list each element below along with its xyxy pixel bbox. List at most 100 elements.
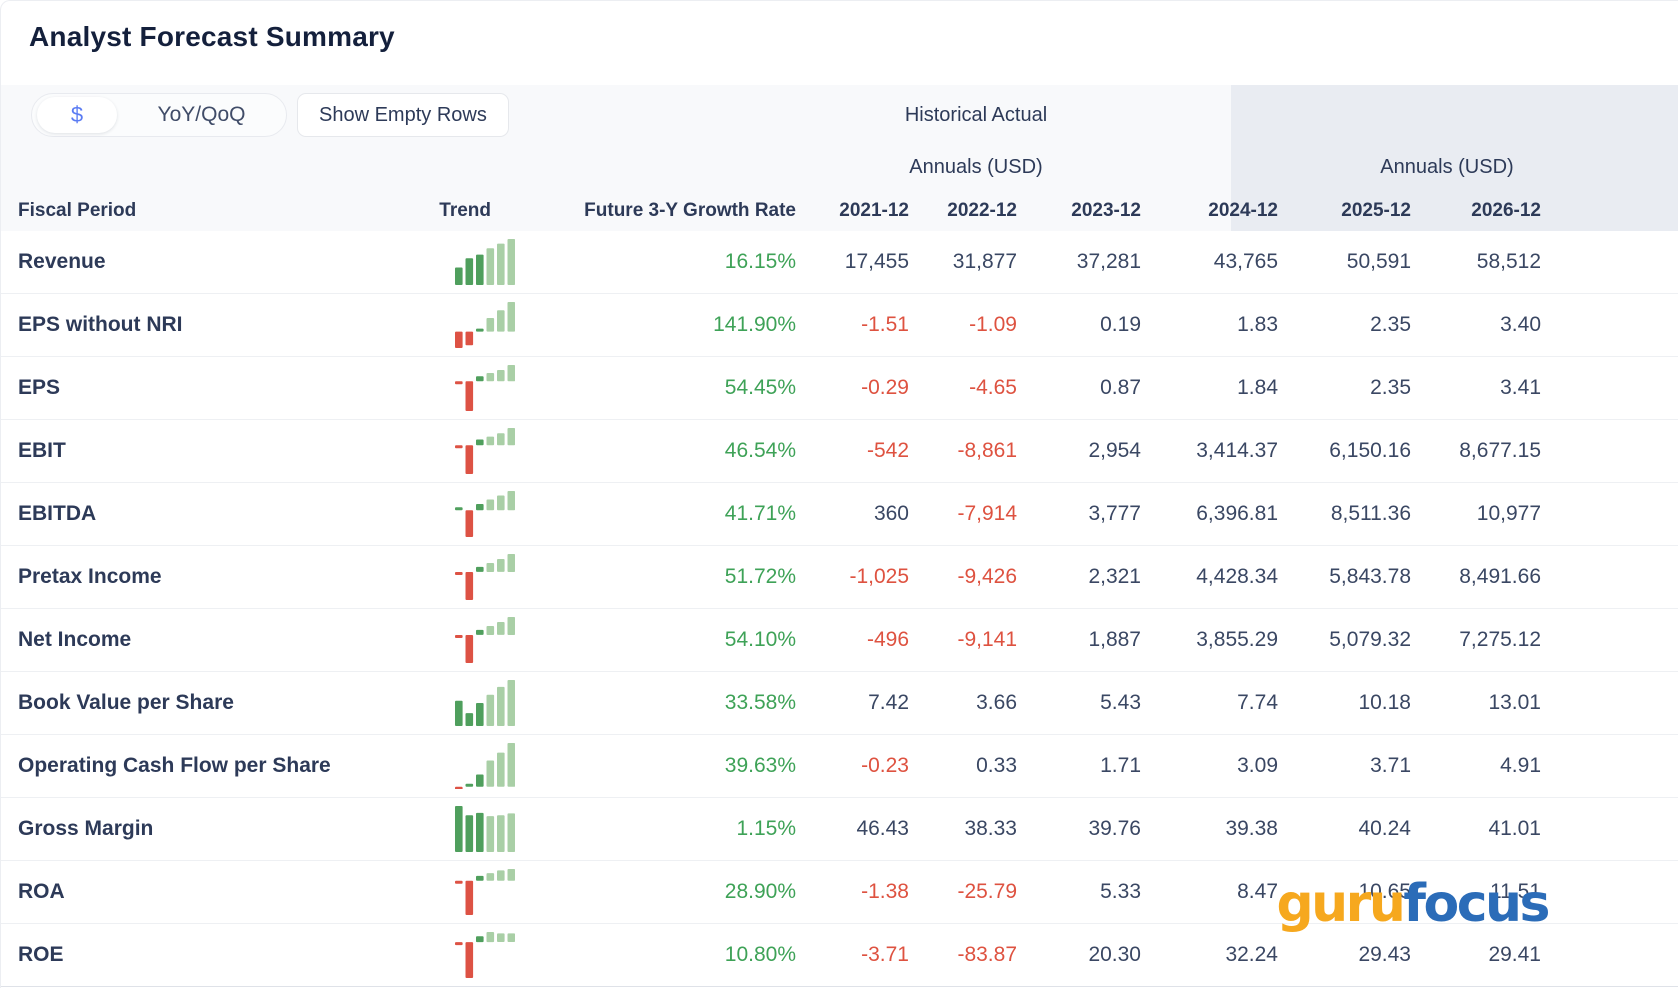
trend-sparkline-chart [455, 869, 516, 915]
table-row: ROE 10.80% -3.71 -83.87 20.30 32.24 29.43 29.41 [1, 924, 1678, 987]
yoy-qoq-option[interactable]: YoY/QoQ [157, 103, 246, 126]
trend-cell [421, 239, 521, 285]
value-cell: -9,141 [957, 628, 1017, 651]
table-header-band: $ YoY/QoQ Show Empty Rows Historical Act… [1, 85, 1678, 231]
table-row: ROA 28.90% -1.38 -25.79 5.33 8.47 10.65 11.51 [1, 861, 1678, 924]
trend-sparkline-chart [455, 806, 516, 852]
show-empty-rows-button[interactable]: Show Empty Rows [297, 93, 509, 137]
value-cell: 5.33 [1100, 880, 1141, 903]
table-body: Revenue 16.15% 17,455 31,877 37,281 43,765 50,… [1, 231, 1678, 987]
value-cell: -1,025 [849, 565, 909, 588]
growth-rate-cell: 54.10% [724, 628, 796, 651]
value-cell: 4.91 [1500, 754, 1541, 777]
value-cell: 2.35 [1370, 313, 1411, 336]
row-label: ROA [18, 880, 65, 903]
trend-cell [421, 869, 521, 915]
trend-sparkline-chart [455, 554, 516, 600]
table-row: EPS 54.45% -0.29 -4.65 0.87 1.84 2.35 3.41 [1, 357, 1678, 420]
growth-rate-cell: 54.45% [724, 376, 796, 399]
value-cell: 3,414.37 [1196, 439, 1278, 462]
growth-rate-cell: 141.90% [713, 313, 796, 336]
trend-cell [421, 302, 521, 348]
display-mode-toggle[interactable]: $ YoY/QoQ [31, 93, 287, 137]
dollar-icon: $ [70, 102, 84, 127]
value-cell: 46.43 [856, 817, 909, 840]
value-cell: -0.29 [861, 376, 909, 399]
period-column-header: 2024-12 [1208, 200, 1278, 221]
value-cell: 2.35 [1370, 376, 1411, 399]
value-cell: -542 [866, 439, 909, 462]
trend-cell [421, 365, 521, 411]
value-cell: 2,321 [1088, 565, 1141, 588]
row-label: Net Income [18, 628, 132, 651]
currency-option-selected[interactable]: $ [37, 97, 117, 133]
value-cell: 31,877 [952, 250, 1017, 273]
value-cell: 11.51 [1490, 880, 1541, 903]
row-label: EPS without NRI [18, 313, 183, 336]
annuals-usd-label-historical: Annuals (USD) [909, 156, 1043, 178]
growth-rate-cell: 51.72% [724, 565, 796, 588]
trend-cell [421, 743, 521, 790]
trend-sparkline-chart [455, 428, 516, 474]
value-cell: 3,855.29 [1196, 628, 1278, 651]
value-cell: 58,512 [1476, 250, 1541, 273]
trend-sparkline-chart [455, 743, 516, 790]
growth-rate-cell: 16.15% [724, 250, 796, 273]
page-title: Analyst Forecast Summary [29, 21, 395, 52]
value-cell: 8,677.15 [1459, 439, 1541, 462]
trend-sparkline-chart [455, 365, 516, 411]
growth-rate-cell: 46.54% [724, 439, 796, 462]
value-cell: 17,455 [844, 250, 909, 273]
table-row: Book Value per Share 33.58% 7.42 3.66 5.43 7.… [1, 672, 1678, 735]
growth-rate-cell: 10.80% [724, 943, 796, 966]
growth-rate-cell: 1.15% [736, 817, 796, 840]
value-cell: 43,765 [1213, 250, 1278, 273]
value-cell: 3.71 [1370, 754, 1411, 777]
row-label: EBIT [18, 439, 66, 462]
trend-column-header: Trend [439, 200, 491, 221]
logo-guru-text: guru [1276, 874, 1405, 934]
value-cell: -4.65 [969, 376, 1017, 399]
value-cell: 1.83 [1237, 313, 1278, 336]
period-column-header: 2026-12 [1471, 200, 1541, 221]
value-cell: 40.24 [1358, 817, 1411, 840]
period-column-header: 2025-12 [1341, 200, 1411, 221]
value-cell: 39.76 [1088, 817, 1141, 840]
value-cell: -3.71 [861, 943, 909, 966]
value-cell: 0.19 [1100, 313, 1141, 336]
value-cell: 5,079.32 [1329, 628, 1411, 651]
row-label: Operating Cash Flow per Share [18, 754, 331, 777]
period-column-header: 2021-12 [839, 200, 909, 221]
trend-cell [421, 428, 521, 474]
value-cell: 0.33 [976, 754, 1017, 777]
value-cell: 41.01 [1488, 817, 1541, 840]
value-cell: 29.41 [1488, 943, 1541, 966]
value-cell: -8,861 [957, 439, 1017, 462]
growth-rate-cell: 28.90% [724, 880, 796, 903]
value-cell: 10.18 [1358, 691, 1411, 714]
value-cell: 37,281 [1076, 250, 1141, 273]
row-label: EPS [18, 376, 61, 399]
value-cell: -1.38 [861, 880, 909, 903]
value-cell: 5.43 [1100, 691, 1141, 714]
trend-sparkline-chart [455, 239, 516, 285]
column-header-row: Fiscal Period Trend Future 3-Y Growth Ra… [1, 191, 1678, 231]
table-row: Net Income 54.10% -496 -9,141 1,887 3,855.29 5… [1, 609, 1678, 672]
value-cell: 10,977 [1476, 502, 1541, 525]
value-cell: -9,426 [957, 565, 1017, 588]
value-cell: 6,396.81 [1196, 502, 1278, 525]
value-cell: 7.74 [1237, 691, 1278, 714]
growth-rate-cell: 39.63% [724, 754, 796, 777]
growth-rate-cell: 33.58% [724, 691, 796, 714]
value-cell: -25.79 [957, 880, 1017, 903]
value-cell: 32.24 [1225, 943, 1278, 966]
trend-cell [421, 806, 521, 852]
value-cell: 8.47 [1237, 880, 1278, 903]
value-cell: 2,954 [1088, 439, 1141, 462]
value-cell: 7.42 [868, 691, 909, 714]
annuals-usd-label-forecast: Annuals (USD) [1380, 156, 1514, 178]
row-label: EBITDA [18, 502, 97, 525]
logo-focus-text: focus [1403, 874, 1550, 934]
row-label: Pretax Income [18, 565, 162, 588]
